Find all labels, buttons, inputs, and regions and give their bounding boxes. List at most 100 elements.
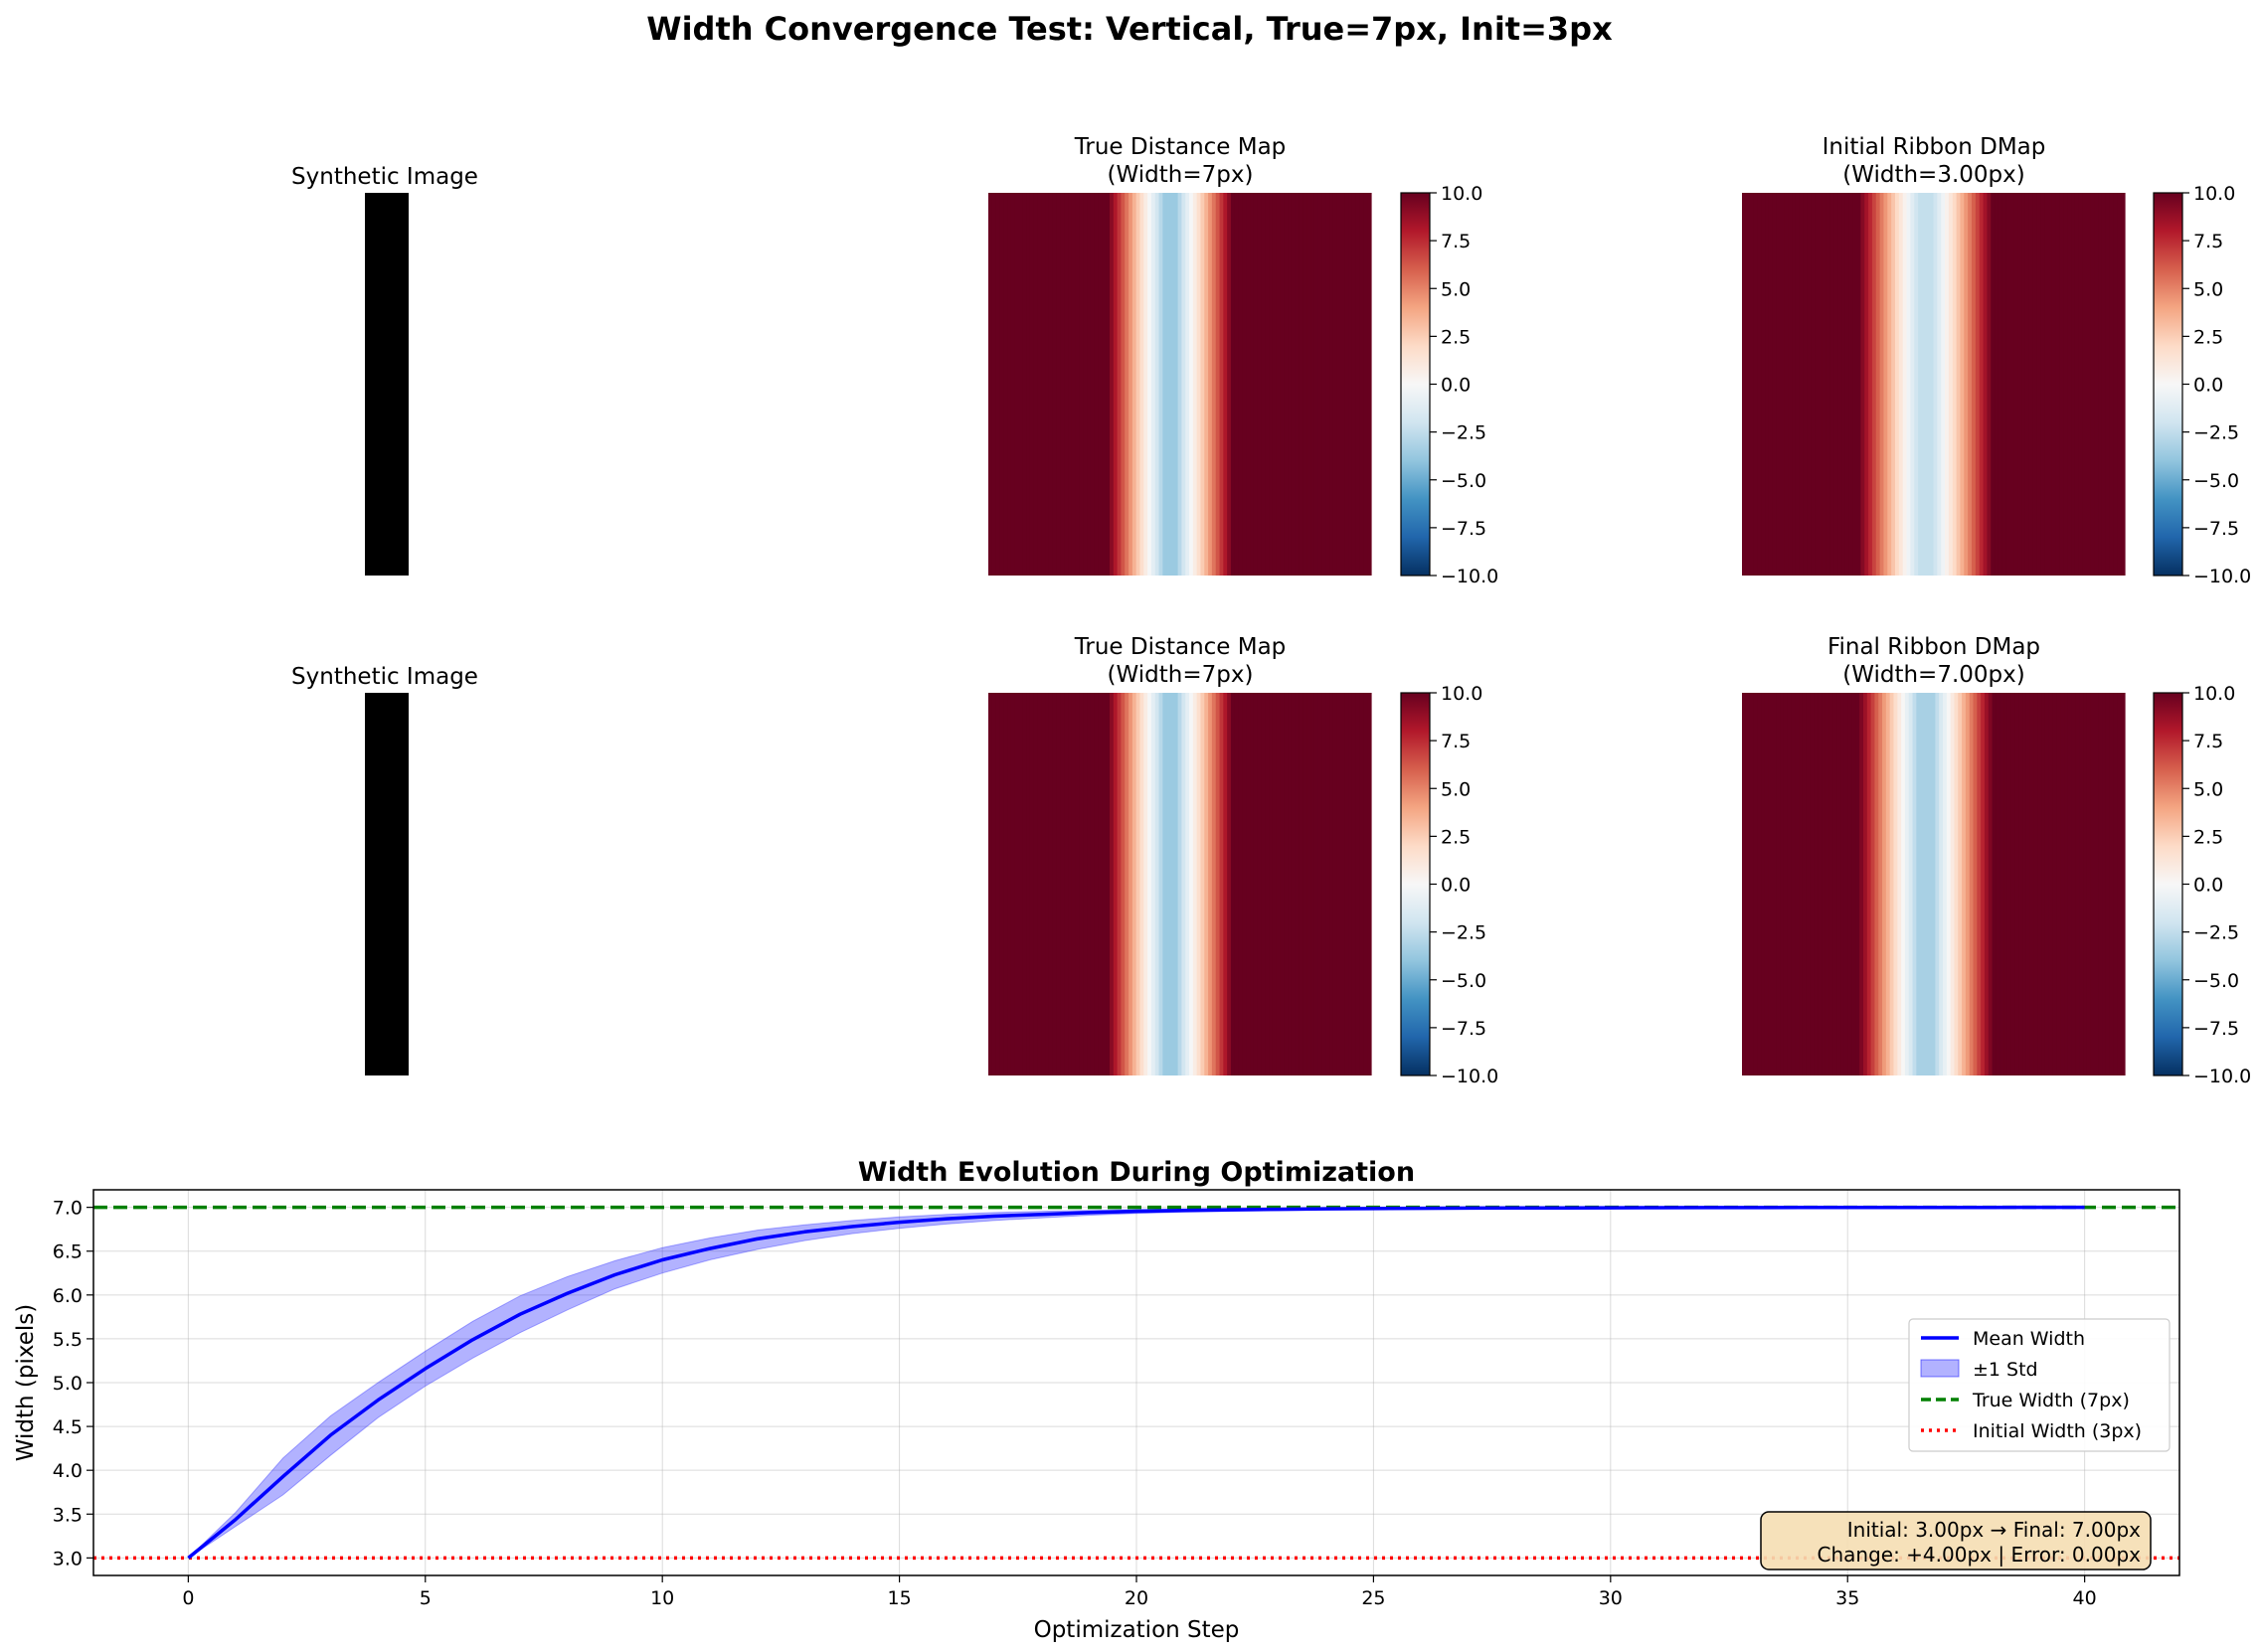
heatmap-column <box>1303 693 1307 1075</box>
colorbar-tick-label: −5.0 <box>2193 470 2239 492</box>
heatmap-column <box>1230 193 1236 576</box>
heatmap-column <box>1261 693 1266 1075</box>
heatmap-column <box>1169 693 1175 1075</box>
heatmap-column <box>2009 193 2014 576</box>
heatmap-column <box>1956 193 1962 576</box>
heatmap-column <box>1837 193 1842 576</box>
heatmap-column <box>999 693 1004 1075</box>
heatmap-column <box>1143 193 1148 576</box>
heatmap-column <box>1848 193 1854 576</box>
colorbar-tick-label: −10.0 <box>1441 566 1498 587</box>
legend-frame <box>1908 1318 2171 1452</box>
heatmap-column <box>1965 693 1971 1075</box>
heatmap-column <box>1192 693 1198 1075</box>
heatmap-column <box>1960 193 1965 576</box>
colorbar-tick-label: 2.5 <box>2193 326 2223 348</box>
heatmap-column <box>1761 193 1766 576</box>
heatmap-column <box>1090 693 1096 1075</box>
heatmap-column <box>1106 693 1111 1075</box>
heatmap-column <box>1908 693 1914 1075</box>
heatmap-column <box>1041 693 1046 1075</box>
heatmap-column <box>2101 193 2107 576</box>
heatmap-column <box>1855 693 1860 1075</box>
x-tick-label: 0 <box>182 1587 194 1609</box>
heatmap-column <box>1056 193 1062 576</box>
heatmap-column <box>2063 193 2068 576</box>
panel-synthetic-image-bottom: Synthetic Image <box>291 664 478 1075</box>
heatmap-column <box>2060 693 2065 1075</box>
heatmap-column <box>2040 193 2045 576</box>
heatmap-column <box>2067 693 2073 1075</box>
heatmap-column <box>1189 193 1194 576</box>
heatmap-column <box>1969 693 1975 1075</box>
colorbar-tick-label: −7.5 <box>1441 1018 1486 1040</box>
heatmap-column <box>1310 193 1315 576</box>
y-tick-label: 3.0 <box>53 1548 83 1569</box>
heatmap <box>988 693 1372 1075</box>
colorbar-tick-label: −7.5 <box>1441 518 1486 540</box>
x-tick-label: 25 <box>1361 1587 1385 1609</box>
mean-width-line <box>187 1205 2085 1560</box>
heatmap-column <box>1840 693 1845 1075</box>
heatmap-column <box>2071 193 2076 576</box>
heatmap-column <box>1303 193 1307 576</box>
heatmap-column <box>1776 193 1782 576</box>
heatmap-column <box>2121 693 2126 1075</box>
heatmap-column <box>1795 693 1800 1075</box>
heatmap-column <box>2113 193 2118 576</box>
heatmap-column <box>1150 693 1156 1075</box>
heatmap-column <box>1973 693 1978 1075</box>
heatmap-column <box>1071 193 1077 576</box>
heatmap-column <box>1939 693 1944 1075</box>
heatmap-column <box>2109 693 2115 1075</box>
heatmap-column <box>1325 693 1330 1075</box>
heatmap-column <box>1355 693 1361 1075</box>
heatmap-column <box>1272 193 1278 576</box>
heatmap-column <box>1765 193 1770 576</box>
heatmap-column <box>1807 193 1812 576</box>
x-tick-label: 20 <box>1125 1587 1148 1609</box>
heatmap-column <box>2067 193 2072 576</box>
panel-title-line2: (Width=7px) <box>1108 162 1254 188</box>
heatmap-column <box>1083 193 1088 576</box>
heatmap-column <box>1037 193 1042 576</box>
heatmap-column <box>991 193 997 576</box>
heatmap-column <box>2028 193 2034 576</box>
heatmap-column <box>1223 193 1228 576</box>
heatmap-column <box>2109 193 2115 576</box>
colorbar-gradient <box>2153 192 2183 577</box>
heatmap-column <box>1776 693 1781 1075</box>
legend-label: ±1 Std <box>1973 1359 2038 1381</box>
legend-label: True Width (7px) <box>1972 1390 2130 1411</box>
heatmap-column <box>2105 693 2111 1075</box>
heatmap-column <box>2079 693 2084 1075</box>
heatmap-column <box>1129 693 1133 1075</box>
heatmap-column <box>1253 193 1259 576</box>
heatmap-column <box>1075 693 1081 1075</box>
heatmap-column <box>1336 193 1342 576</box>
heatmap-column <box>1948 193 1954 576</box>
heatmap-column <box>2090 193 2095 576</box>
heatmap-column <box>1139 193 1144 576</box>
heatmap-column <box>1355 193 1361 576</box>
heatmap-column <box>1918 193 1923 576</box>
colorbar-gradient <box>1400 692 1431 1076</box>
heatmap-column <box>1162 693 1167 1075</box>
heatmap-column <box>2006 693 2012 1075</box>
heatmap-column <box>1090 193 1096 576</box>
heatmap-column <box>2117 693 2122 1075</box>
heatmap-column <box>2086 693 2092 1075</box>
heatmap-column <box>1981 693 1986 1075</box>
heatmap-column <box>1234 693 1240 1075</box>
colorbar-tick-label: −2.5 <box>2193 922 2239 944</box>
heatmap-column <box>1113 693 1119 1075</box>
heatmap-column <box>999 193 1004 576</box>
heatmap-column <box>1022 193 1027 576</box>
heatmap-column <box>1923 693 1929 1075</box>
heatmap-column <box>1882 693 1887 1075</box>
heatmap-column <box>2121 193 2126 576</box>
heatmap-column <box>1010 193 1016 576</box>
heatmap-column <box>1992 693 1997 1075</box>
heatmap-column <box>2044 193 2049 576</box>
heatmap-column <box>1367 193 1372 576</box>
